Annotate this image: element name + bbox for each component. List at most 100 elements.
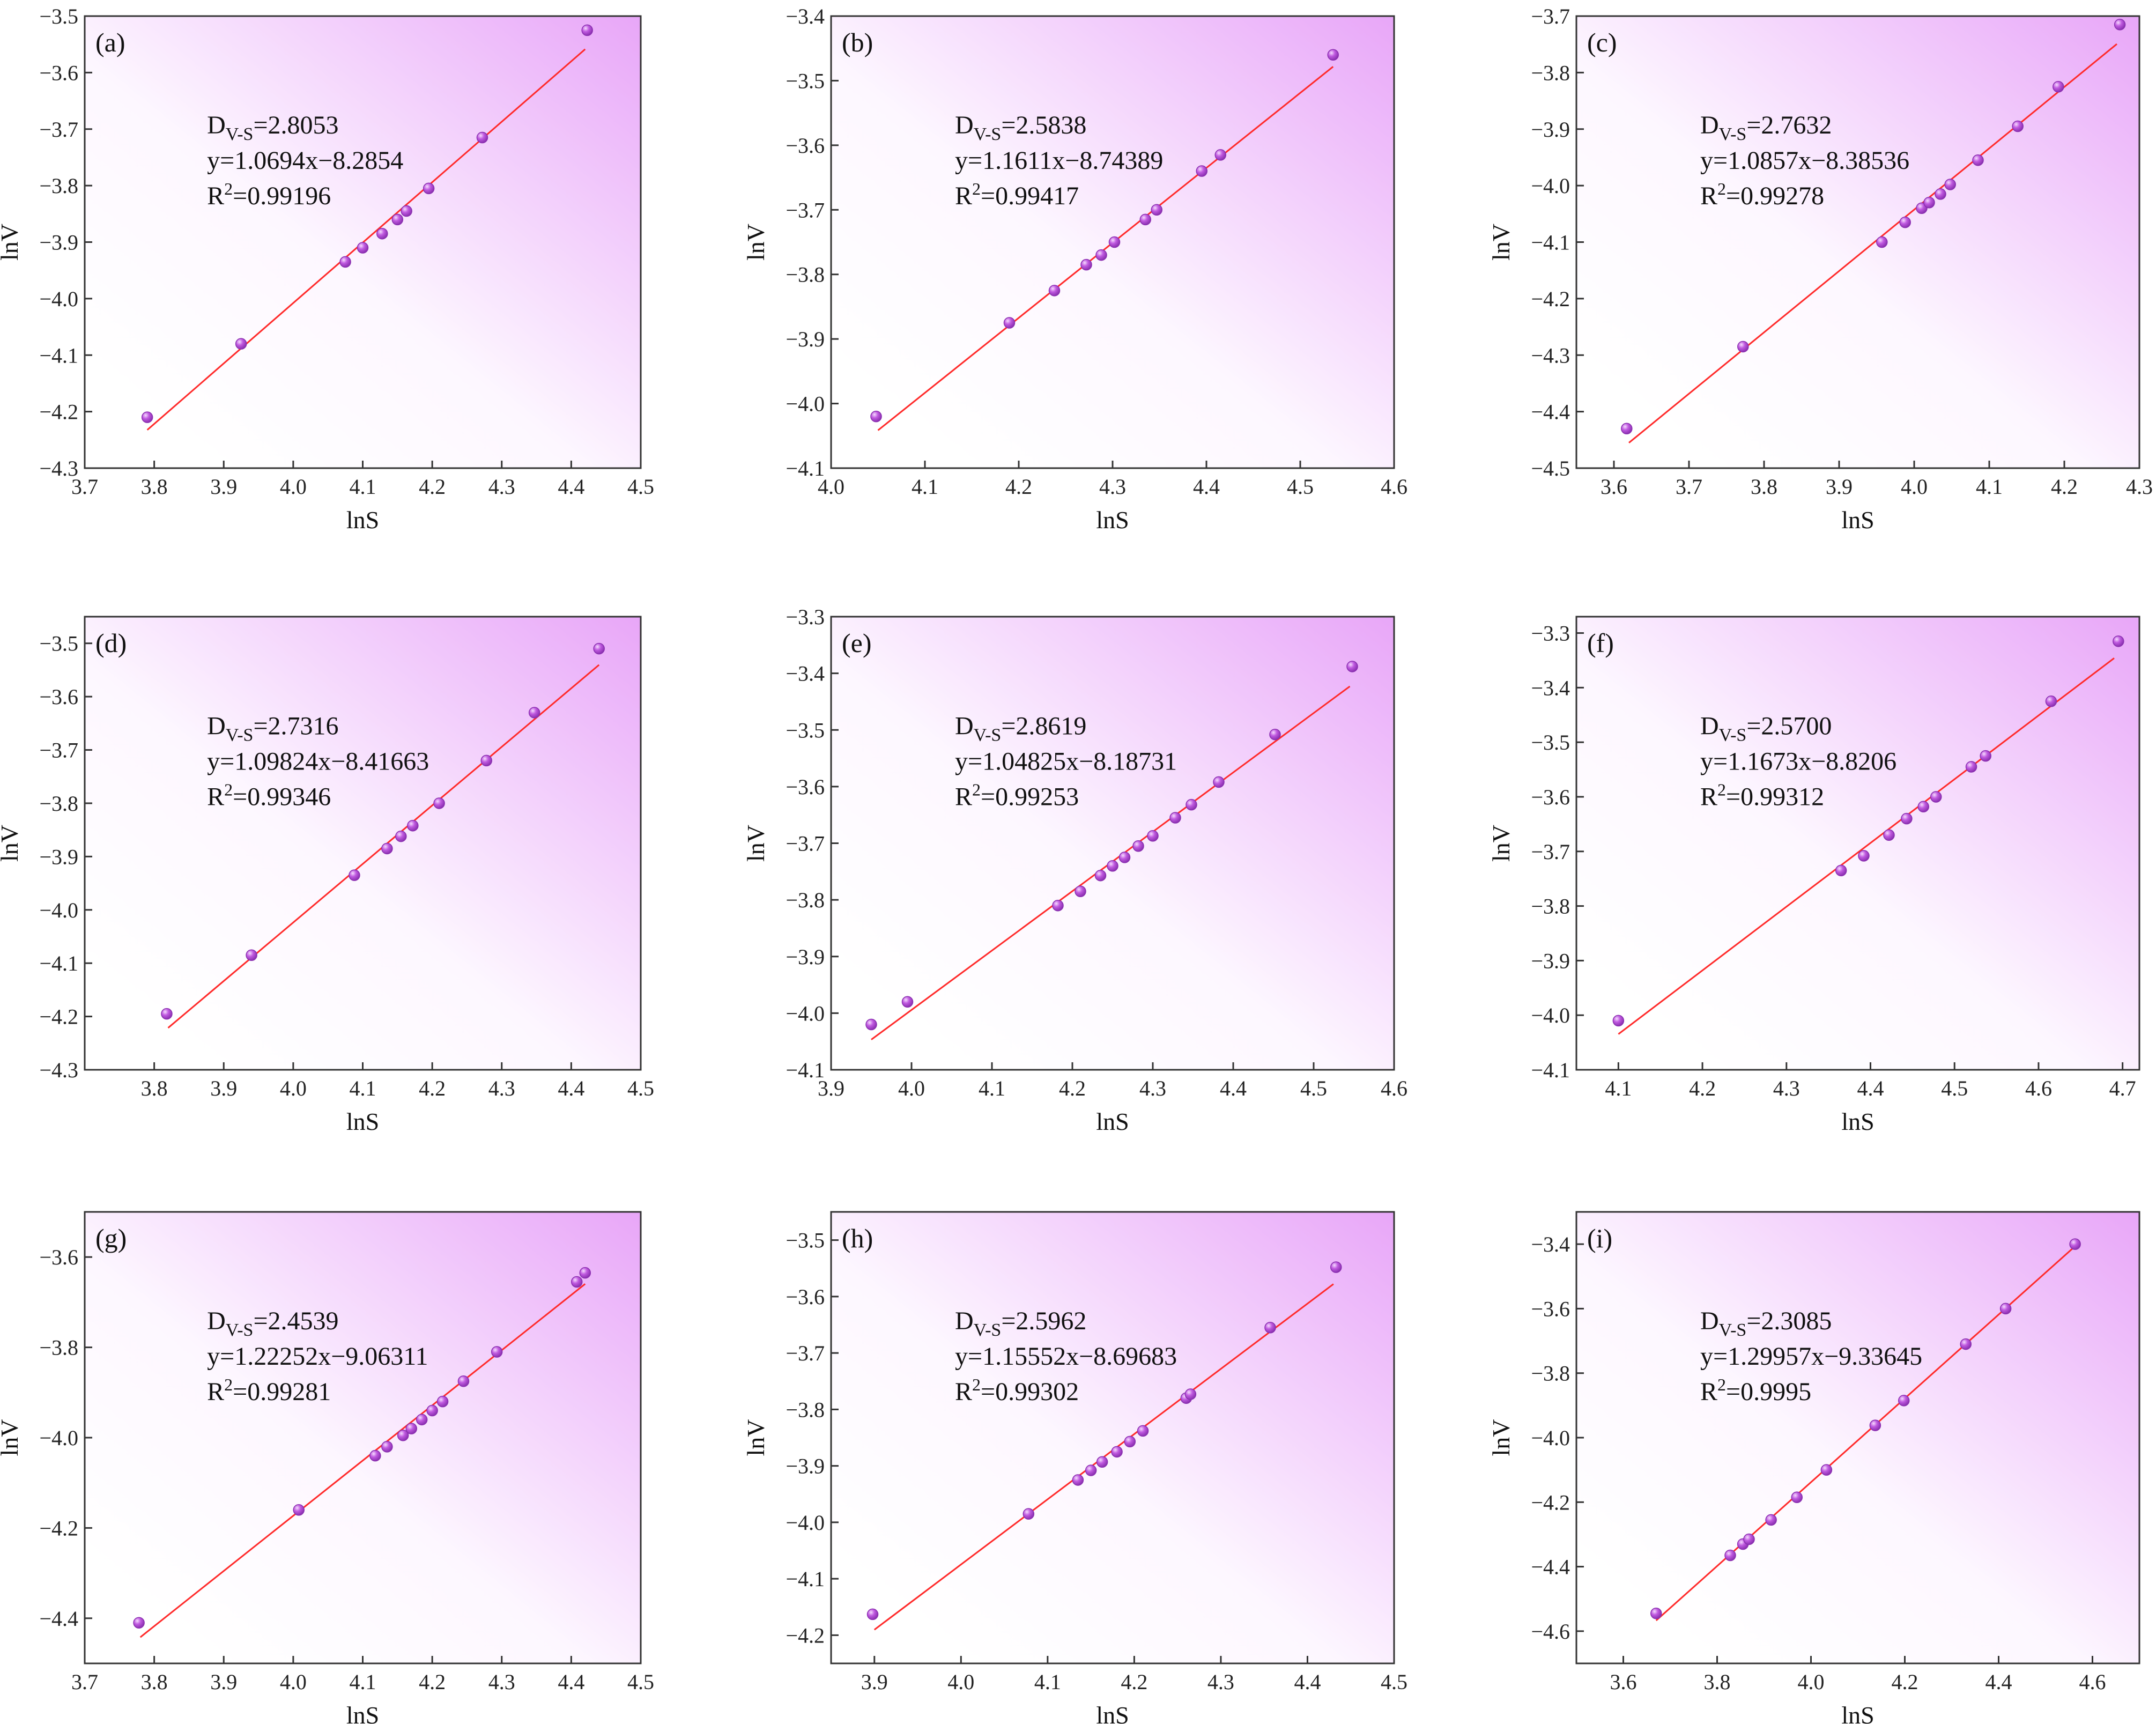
panel-label: (e)	[842, 628, 872, 658]
y-axis-title: lnV	[742, 224, 769, 261]
x-tick-label: 4.6	[1381, 1076, 1407, 1100]
y-tick-label: −3.4	[786, 4, 825, 28]
x-tick-label: 3.9	[210, 475, 237, 499]
y-tick-label: −3.3	[1531, 621, 1570, 646]
x-tick-label: 4.1	[912, 475, 938, 499]
fit-line	[146, 48, 586, 431]
data-point	[1108, 236, 1121, 248]
y-tick-label: −4.3	[39, 1058, 78, 1082]
x-tick-label: 4.0	[1798, 1670, 1825, 1694]
x-tick-label: 4.0	[898, 1076, 925, 1100]
y-tick-label: −4.4	[1531, 1555, 1570, 1579]
r-squared-symbol: R	[207, 182, 224, 210]
r-squared-superscript: 2	[972, 1375, 981, 1394]
data-point	[423, 182, 435, 195]
data-point	[1923, 196, 1935, 209]
fit-line	[877, 66, 1334, 431]
y-tick-label: −4.0	[39, 898, 78, 922]
data-point	[1935, 188, 1946, 200]
data-point	[339, 256, 351, 268]
y-tick-label: −3.7	[786, 832, 825, 856]
data-point	[1330, 1261, 1342, 1273]
panel-label: (c)	[1587, 27, 1617, 57]
panel-label: (i)	[1587, 1223, 1612, 1253]
y-tick-label: −4.2	[786, 1623, 825, 1647]
data-point	[476, 131, 488, 144]
y-tick-label: −3.5	[786, 718, 825, 742]
data-point	[1743, 1533, 1755, 1545]
data-point	[581, 24, 593, 36]
y-tick-label: −4.4	[39, 1607, 78, 1631]
x-tick-label: 4.3	[1773, 1076, 1800, 1100]
y-tick-label: −3.8	[786, 888, 825, 912]
data-point	[1820, 1464, 1833, 1476]
data-point	[571, 1276, 583, 1288]
y-tick-label: −3.7	[39, 117, 78, 142]
x-tick-label: 4.4	[558, 1076, 584, 1100]
r-squared-symbol: R	[955, 1378, 972, 1406]
panel-label: (f)	[1587, 628, 1614, 658]
y-tick-label: −3.5	[786, 1229, 825, 1253]
y-tick-label: −3.8	[1531, 61, 1570, 85]
y-tick-label: −3.6	[786, 775, 825, 799]
data-point	[381, 842, 393, 855]
y-tick-label: −4.1	[39, 343, 78, 367]
r-squared-superscript: 2	[224, 179, 233, 198]
data-point	[1901, 812, 1913, 825]
y-tick-label: −4.1	[1531, 231, 1570, 255]
chart-panel-c: 3.6 3.7 3.8 3.9 4.0 4.1 4.2 4.3 −4.5 −4.4 −4.3 −4.2…	[1487, 4, 2153, 534]
dimension-symbol: D	[207, 1307, 226, 1335]
x-tick-label: 4.1	[979, 1076, 1005, 1100]
data-point	[1080, 258, 1092, 271]
data-point	[2069, 1238, 2081, 1250]
data-point	[293, 1504, 305, 1516]
data-point	[1111, 1446, 1123, 1458]
y-tick-label: −3.6	[1531, 1297, 1570, 1321]
data-point	[1023, 1508, 1035, 1520]
x-tick-label: 3.9	[210, 1076, 237, 1100]
y-tick-label: −4.1	[786, 456, 825, 480]
data-point	[391, 213, 404, 226]
data-point	[357, 242, 369, 254]
dimension-symbol: D	[1700, 712, 1719, 741]
data-point	[1791, 1491, 1803, 1504]
data-point	[246, 949, 257, 961]
x-tick-label: 4.6	[1381, 475, 1407, 499]
dimension-subscript: V-S	[1719, 1320, 1747, 1340]
y-tick-label: −3.8	[786, 263, 825, 287]
x-axis-title: lnS	[1841, 1701, 1874, 1724]
x-axis-title: lnS	[1096, 1108, 1129, 1135]
dimension-value: =2.8619	[1001, 712, 1086, 741]
y-axis-title: lnV	[742, 825, 769, 862]
data-point	[1835, 864, 1847, 877]
data-point	[1858, 850, 1870, 862]
fit-equation: y=1.15552x−8.69683	[955, 1342, 1177, 1371]
x-tick-label: 3.8	[1704, 1670, 1731, 1694]
x-axis-title: lnS	[1096, 1701, 1129, 1724]
y-tick-label: −4.1	[786, 1058, 825, 1082]
y-tick-label: −3.7	[786, 1341, 825, 1365]
data-point	[133, 1617, 145, 1629]
r-squared-annotation: R2=0.99312	[1700, 780, 1824, 811]
r-squared-annotation: R2=0.99302	[955, 1375, 1079, 1406]
data-point	[901, 996, 914, 1008]
r-squared-value: =0.99281	[233, 1378, 331, 1406]
data-point	[1737, 341, 1749, 353]
x-tick-label: 4.1	[1605, 1076, 1632, 1100]
data-point	[1169, 812, 1181, 824]
data-point	[401, 205, 412, 217]
data-point	[161, 1008, 173, 1020]
x-tick-label: 3.9	[210, 1670, 237, 1694]
x-axis-title: lnS	[346, 506, 379, 534]
fit-equation: y=1.29957x−9.33645	[1700, 1342, 1922, 1371]
y-tick-label: −3.9	[1531, 949, 1570, 973]
data-point	[2114, 19, 2126, 31]
dimension-value: =2.5700	[1746, 712, 1832, 741]
r-squared-value: =0.99302	[981, 1378, 1079, 1406]
chart-panel-i: 3.6 3.8 4.0 4.2 4.4 4.6 −4.6 −4.4 −4.2 −4.0 −3.8 −3…	[1487, 1211, 2140, 1724]
x-tick-label: 4.6	[2025, 1076, 2052, 1100]
dimension-symbol: D	[955, 1307, 974, 1335]
dimension-annotation: DV-S=2.8619	[955, 712, 1086, 745]
r-squared-value: =0.99346	[233, 783, 331, 811]
